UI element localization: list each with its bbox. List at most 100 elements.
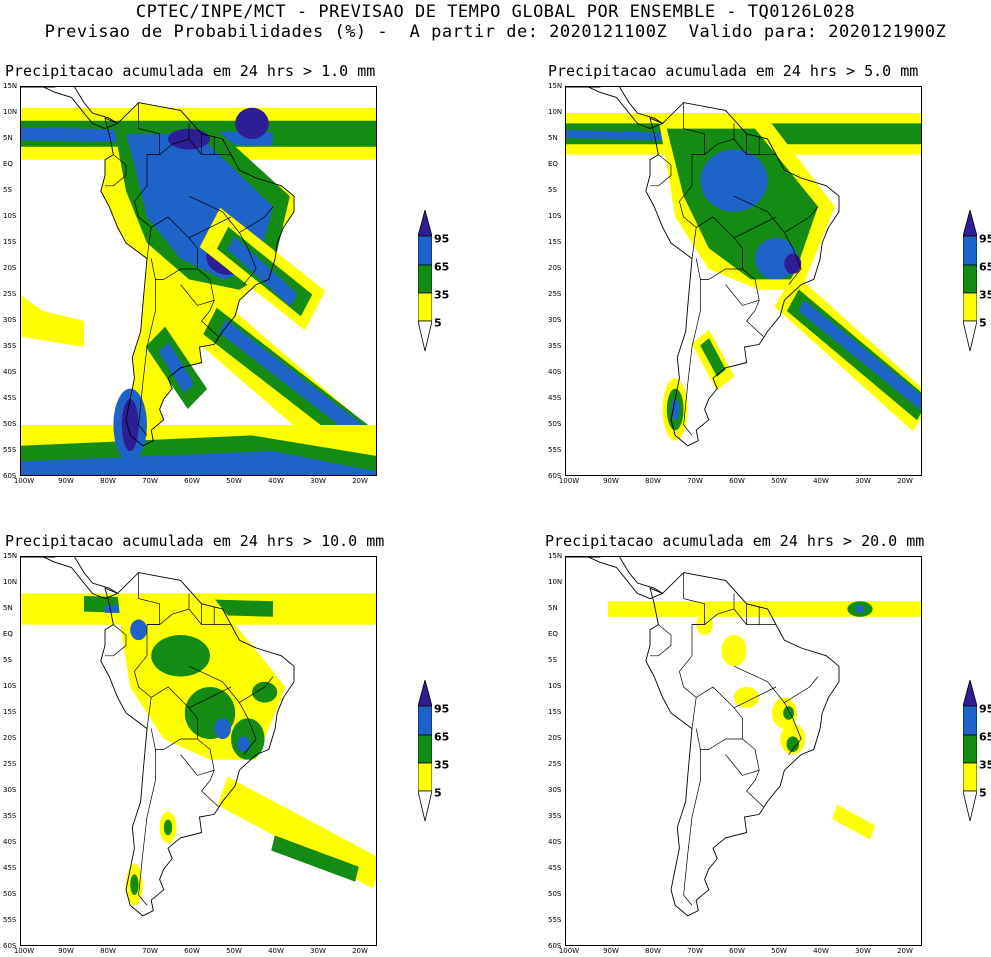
map-panel-1 bbox=[20, 86, 377, 476]
colorbar-label: 35 bbox=[979, 288, 991, 302]
lat-label: 35S bbox=[3, 812, 17, 820]
colorbar-label: 95 bbox=[434, 232, 450, 246]
lon-label: 20W bbox=[352, 947, 368, 955]
colorbar-label: 5 bbox=[979, 316, 987, 330]
lon-label: 60W bbox=[184, 947, 200, 955]
lat-label: 20S bbox=[3, 264, 17, 272]
panel-title-1: Precipitacao acumulada em 24 hrs > 1.0 m… bbox=[5, 62, 376, 80]
colorbar-label: 65 bbox=[979, 730, 991, 744]
lat-label: 15N bbox=[3, 552, 18, 560]
lat-label: 40S bbox=[3, 368, 17, 376]
panel-title-4: Precipitacao acumulada em 24 hrs > 20.0 … bbox=[545, 532, 925, 550]
lat-label: 15N bbox=[548, 82, 563, 90]
lon-label: 40W bbox=[813, 947, 829, 955]
colorbar-svg bbox=[962, 678, 978, 822]
lat-label: 15S bbox=[3, 238, 17, 246]
lat-label: 30S bbox=[3, 786, 17, 794]
colorbar-2: 95 65 35 5 bbox=[962, 208, 991, 360]
lon-label: 90W bbox=[58, 947, 74, 955]
panel-title-2: Precipitacao acumulada em 24 hrs > 5.0 m… bbox=[548, 62, 919, 80]
main-title: CPTEC/INPE/MCT - PREVISAO DE TEMPO GLOBA… bbox=[135, 2, 856, 22]
colorbar-svg bbox=[417, 208, 433, 352]
lat-label: 40S bbox=[3, 838, 17, 846]
lat-label: 30S bbox=[3, 316, 17, 324]
lon-label: 60W bbox=[729, 947, 745, 955]
lon-label: 30W bbox=[310, 477, 326, 485]
lon-label: 50W bbox=[226, 477, 242, 485]
lat-label: 45S bbox=[3, 864, 17, 872]
colorbar-label: 65 bbox=[979, 260, 991, 274]
colorbar-label: 35 bbox=[434, 288, 450, 302]
lon-label: 30W bbox=[855, 477, 871, 485]
lat-label: 55S bbox=[548, 916, 562, 924]
lat-label: EQ bbox=[3, 160, 13, 168]
lat-label: 15S bbox=[548, 238, 562, 246]
lon-label: 70W bbox=[142, 947, 158, 955]
lat-label: 55S bbox=[3, 446, 17, 454]
lon-label: 70W bbox=[687, 947, 703, 955]
lat-label: 50S bbox=[548, 890, 562, 898]
lat-label: 10S bbox=[3, 682, 17, 690]
colorbar-svg bbox=[962, 208, 978, 352]
lat-label: 50S bbox=[3, 420, 17, 428]
lat-label: 35S bbox=[3, 342, 17, 350]
map-panel-2 bbox=[565, 86, 922, 476]
lat-label: 15S bbox=[548, 708, 562, 716]
colorbar-label: 95 bbox=[434, 702, 450, 716]
lon-label: 100W bbox=[558, 947, 580, 955]
lat-label: 60S bbox=[548, 942, 562, 950]
colorbar-3: 95 65 35 5 bbox=[417, 678, 460, 830]
lon-label: 80W bbox=[645, 947, 661, 955]
lat-label: 60S bbox=[548, 472, 562, 480]
coastlines bbox=[21, 87, 295, 447]
map-svg bbox=[566, 557, 921, 917]
lon-label: 100W bbox=[13, 947, 35, 955]
lat-label: EQ bbox=[548, 630, 558, 638]
lat-label: 30S bbox=[548, 316, 562, 324]
lat-label: 5N bbox=[548, 134, 558, 142]
colorbar-label: 95 bbox=[979, 702, 991, 716]
coastlines bbox=[21, 557, 295, 917]
lat-label: 15N bbox=[3, 82, 18, 90]
lat-label: 45S bbox=[548, 864, 562, 872]
lon-label: 40W bbox=[268, 947, 284, 955]
coastlines bbox=[566, 557, 840, 917]
precip-field bbox=[566, 113, 921, 441]
main-subtitle: Previsao de Probabilidades (%) - A parti… bbox=[44, 22, 947, 42]
lat-label: 40S bbox=[548, 838, 562, 846]
lat-label: 15S bbox=[3, 708, 17, 716]
lon-label: 40W bbox=[813, 477, 829, 485]
lon-label: 50W bbox=[771, 947, 787, 955]
map-panel-4 bbox=[565, 556, 922, 946]
lon-label: 90W bbox=[603, 477, 619, 485]
lat-label: 5S bbox=[548, 656, 557, 664]
lon-label: 20W bbox=[897, 947, 913, 955]
lon-label: 80W bbox=[645, 477, 661, 485]
lat-label: 10S bbox=[548, 682, 562, 690]
lat-label: 5N bbox=[3, 604, 13, 612]
colorbar-4: 95 65 35 5 bbox=[962, 678, 991, 830]
colorbar-label: 35 bbox=[979, 758, 991, 772]
colorbar-label: 5 bbox=[434, 316, 442, 330]
lon-label: 70W bbox=[687, 477, 703, 485]
lat-label: 5S bbox=[3, 656, 12, 664]
lon-label: 90W bbox=[603, 947, 619, 955]
lat-label: 10N bbox=[548, 108, 563, 116]
lat-label: 55S bbox=[548, 446, 562, 454]
lat-label: 20S bbox=[548, 734, 562, 742]
lat-label: EQ bbox=[548, 160, 558, 168]
colorbar-label: 5 bbox=[434, 786, 442, 800]
lon-label: 60W bbox=[184, 477, 200, 485]
map-svg bbox=[21, 87, 376, 475]
colorbar-label: 5 bbox=[979, 786, 987, 800]
colorbar-1: 95 65 35 5 bbox=[417, 208, 460, 360]
lat-label: 10N bbox=[3, 578, 18, 586]
lat-label: 45S bbox=[548, 394, 562, 402]
coastlines bbox=[566, 87, 840, 447]
colorbar-svg bbox=[417, 678, 433, 822]
lat-label: 10N bbox=[548, 578, 563, 586]
lat-label: 20S bbox=[548, 264, 562, 272]
lat-label: 25S bbox=[3, 290, 17, 298]
lon-label: 30W bbox=[855, 947, 871, 955]
panel-title-3: Precipitacao acumulada em 24 hrs > 10.0 … bbox=[5, 532, 385, 550]
